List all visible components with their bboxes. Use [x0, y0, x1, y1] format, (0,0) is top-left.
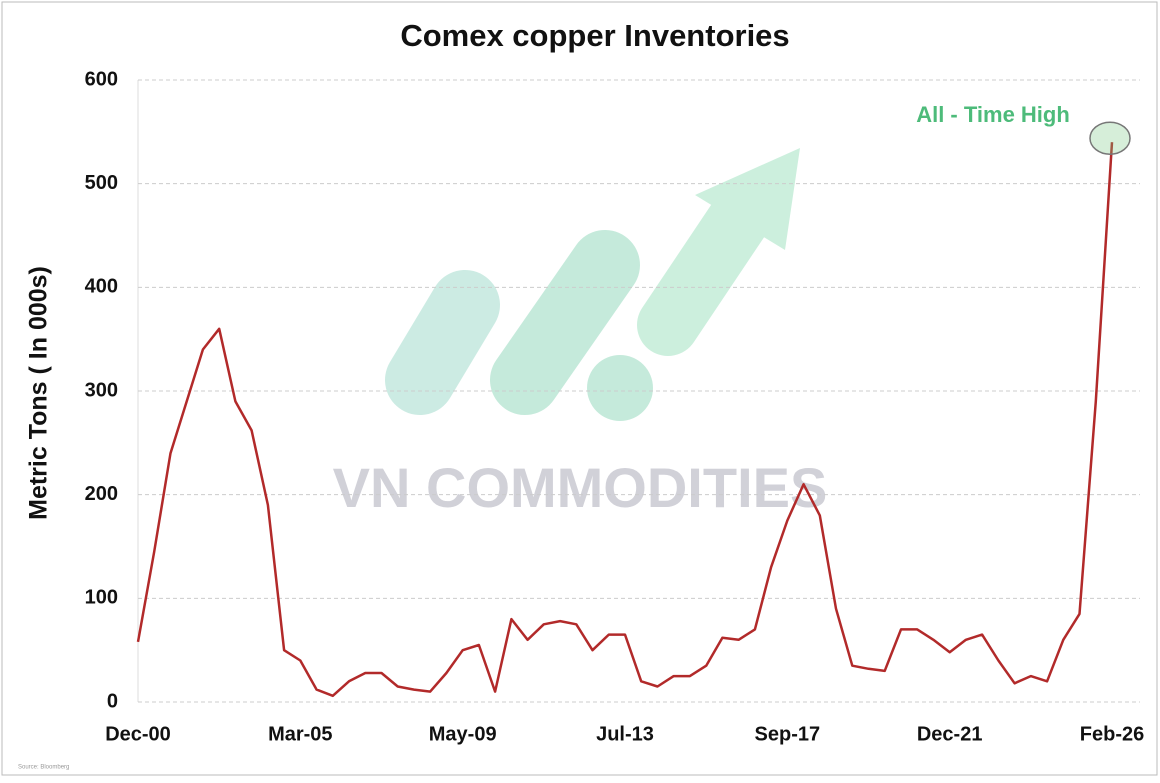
y-tick-label: 300 [85, 379, 118, 401]
x-tick-label: Jul-13 [596, 723, 654, 745]
x-tick-label: Dec-00 [105, 723, 171, 745]
x-tick-label: May-09 [429, 723, 497, 745]
y-axis-label: Metric Tons ( In 000s) [25, 266, 53, 520]
y-tick-label: 600 [85, 68, 118, 90]
y-tick-label: 500 [85, 172, 118, 194]
logo [385, 148, 800, 421]
x-tick-label: Feb-26 [1080, 723, 1144, 745]
y-tick-label: 400 [85, 276, 118, 298]
y-tick-label: 200 [85, 483, 118, 505]
source: Source: Bloomberg [18, 765, 69, 771]
annotation: All - Time High [916, 102, 1070, 127]
line [136, 142, 1114, 698]
y-tick-label: 0 [107, 690, 118, 712]
chart-title: Comex copper Inventories [400, 18, 789, 53]
annotation-circle [1089, 121, 1131, 155]
y-tick-label: 100 [85, 587, 118, 609]
x-tick-label: Mar-05 [268, 723, 332, 745]
x-tick-label: Dec-21 [917, 723, 983, 745]
x-tick-label: Sep-17 [755, 723, 821, 745]
watermark: VN COMMODITIES [333, 456, 828, 519]
